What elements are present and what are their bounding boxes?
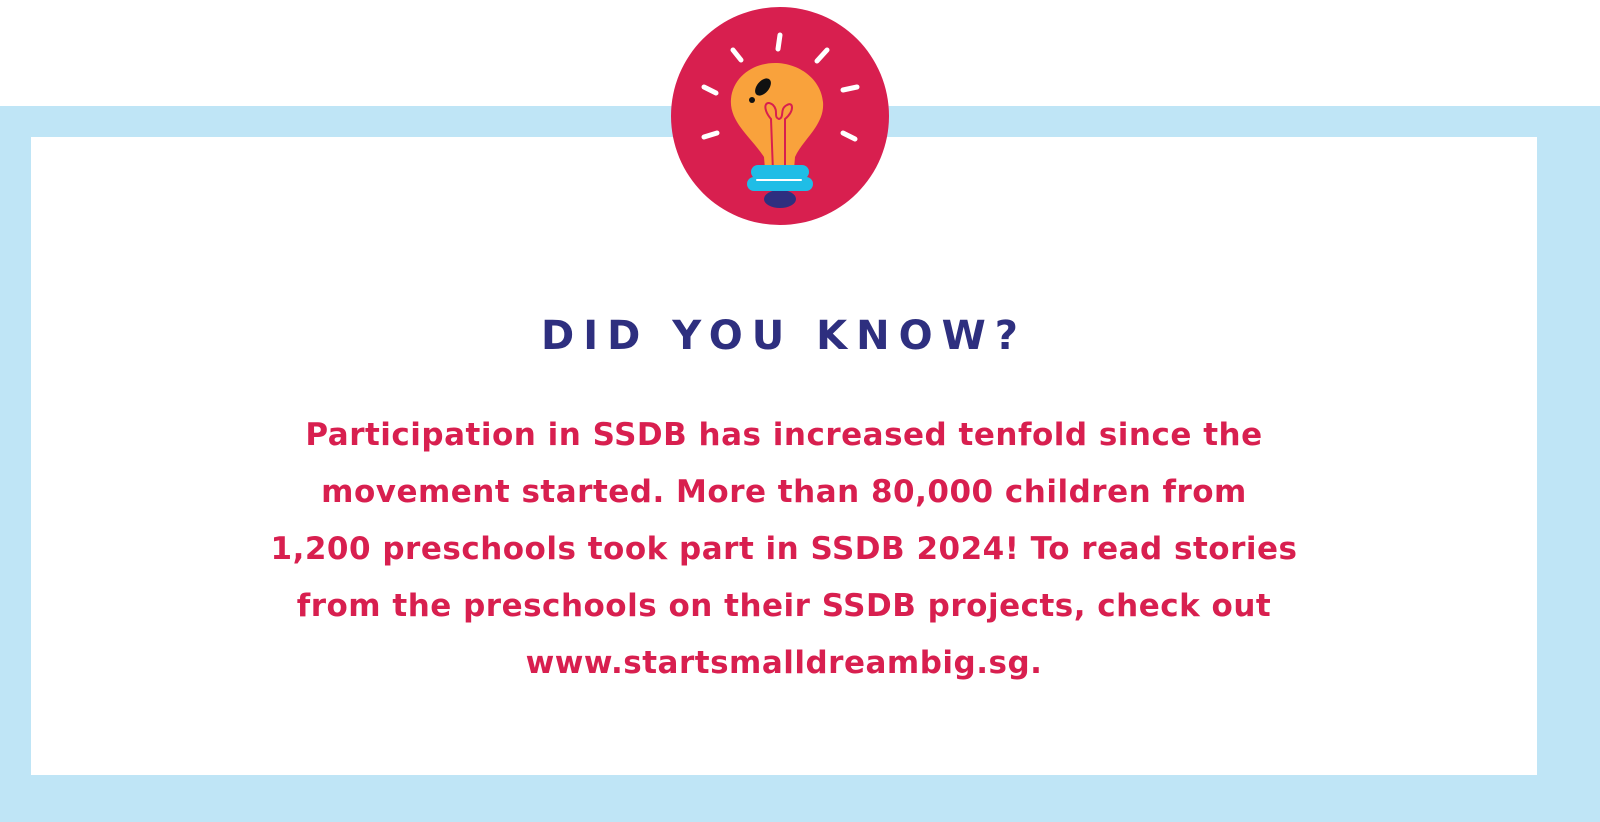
fact-line-website: www.startsmalldreambig.sg. xyxy=(525,645,1043,681)
fact-line: 1,200 preschools took part in SSDB 2024!… xyxy=(270,531,1298,567)
section-title: DID YOU KNOW? xyxy=(541,313,1027,359)
fact-line: from the preschools on their SSDB projec… xyxy=(296,588,1272,624)
info-card xyxy=(31,137,1537,775)
fact-line: Participation in SSDB has increased tenf… xyxy=(305,417,1263,453)
light-bulb-icon xyxy=(671,7,889,225)
fact-text: Participation in SSDB has increased tenf… xyxy=(0,407,1568,692)
fact-line: movement started. More than 80,000 child… xyxy=(321,474,1247,510)
